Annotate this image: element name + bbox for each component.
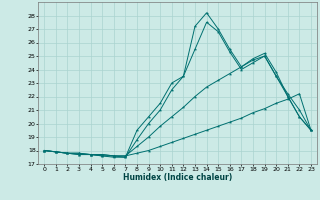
X-axis label: Humidex (Indice chaleur): Humidex (Indice chaleur) — [123, 173, 232, 182]
